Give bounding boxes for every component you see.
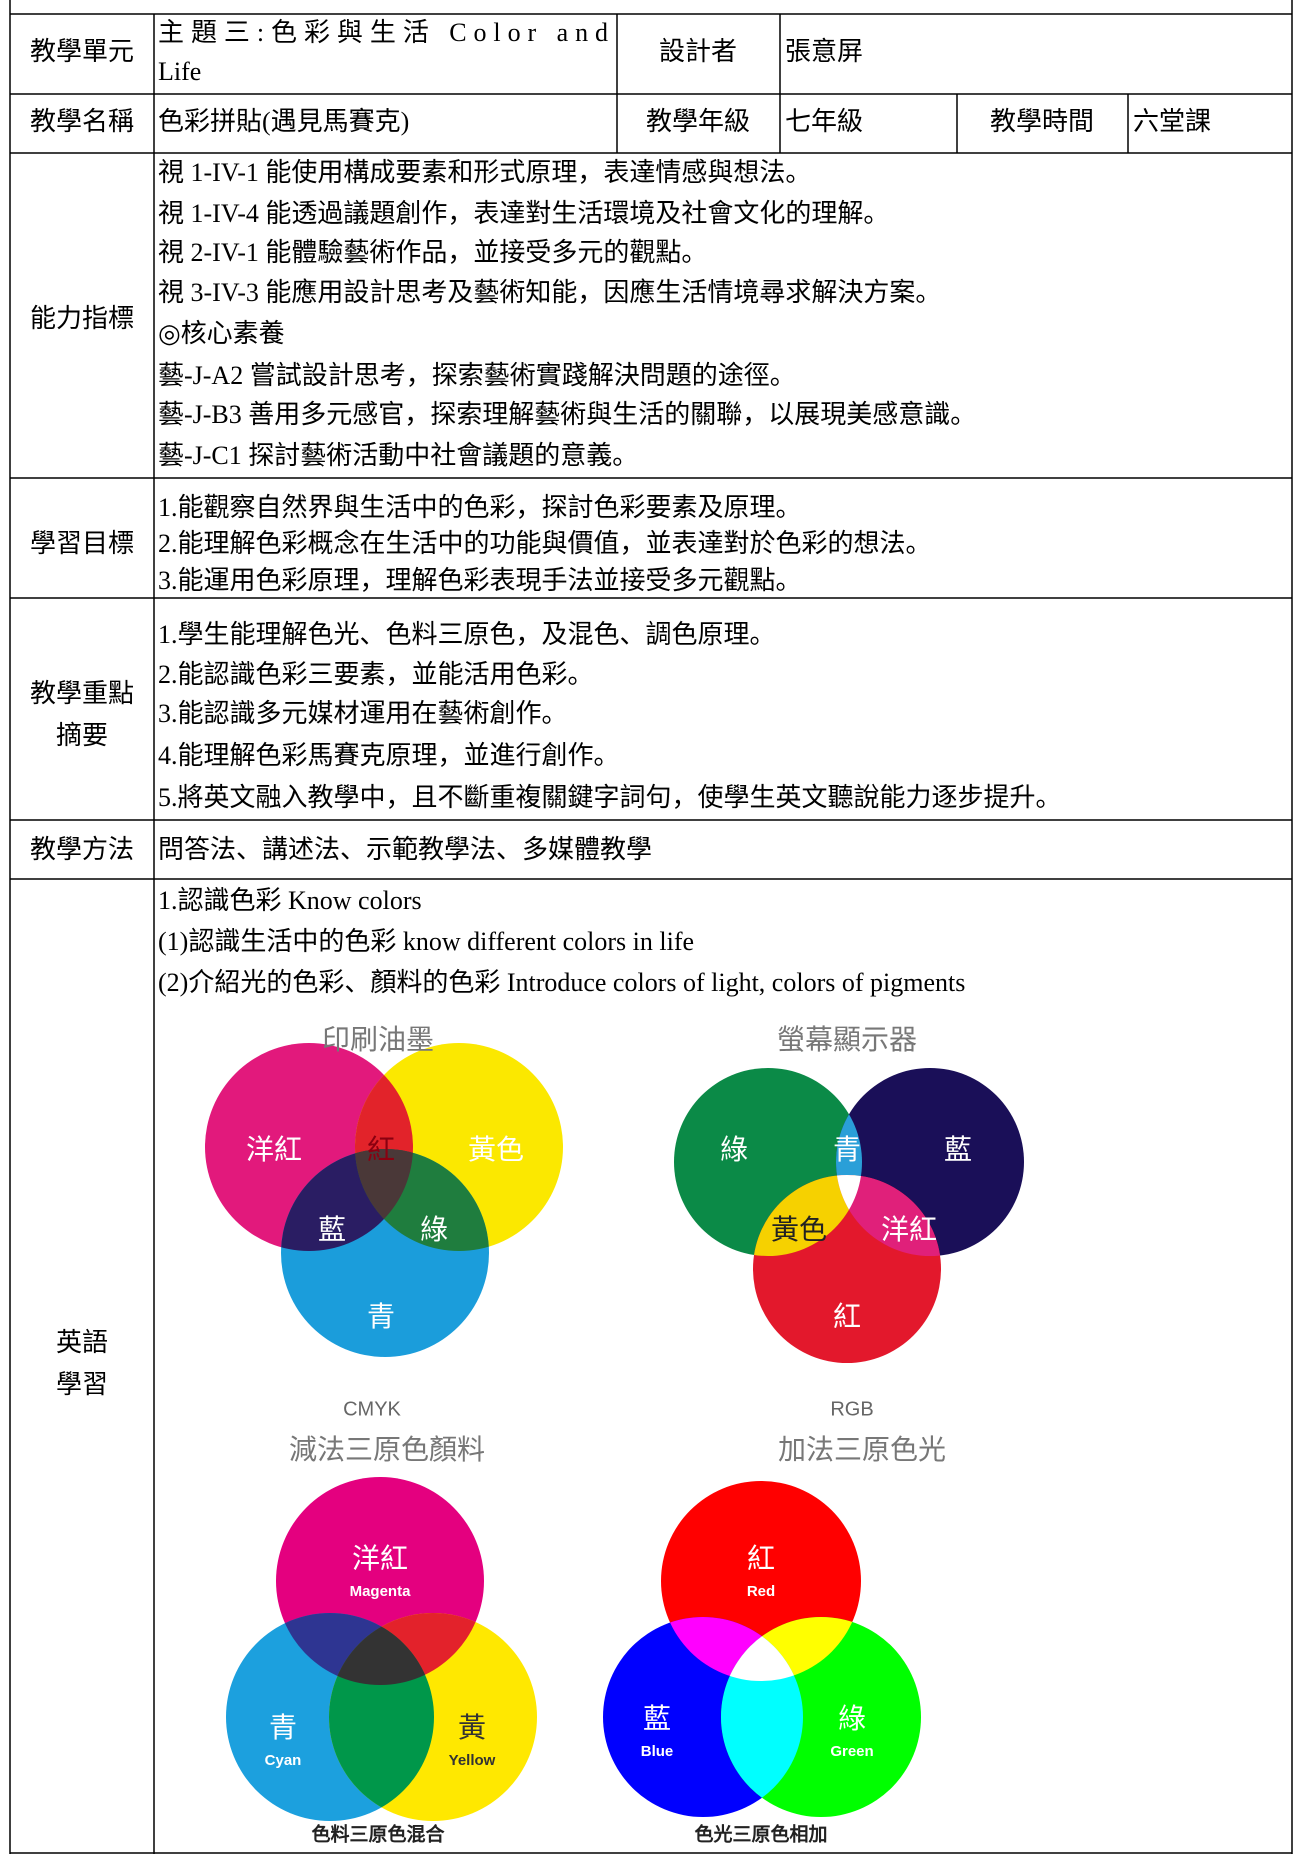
text-line: 藝-J-A2 嘗試設計思考，探索藝術實踐解決問題的途徑。 xyxy=(158,361,796,390)
overlap xyxy=(355,1149,489,1251)
cell-label: 教學名稱 xyxy=(30,107,134,136)
diagram-label: Red xyxy=(747,1583,775,1600)
diagram-label: 黃色 xyxy=(771,1213,827,1246)
cell-label: 英語 xyxy=(56,1328,108,1357)
color-diagrams: 印刷油墨 螢幕顯示器洋紅紅黃色藍 綠青綠青藍黃色 洋紅紅CMYK RGB減法三原色顏料加… xyxy=(205,1023,1024,1846)
diagram-label: Cyan xyxy=(265,1752,302,1769)
cell-label: 摘要 xyxy=(56,721,108,750)
diagram-caption: 加法三原色光 xyxy=(778,1433,946,1466)
table-rules xyxy=(9,0,1293,1854)
diagram-label: 綠 xyxy=(838,1702,866,1735)
diagram-label: 青 xyxy=(367,1300,395,1333)
overlap xyxy=(753,1175,862,1256)
text-line: 1.能觀察自然界與生活中的色彩，探討色彩要素及原理。 xyxy=(158,493,802,522)
diagram-label: Blue xyxy=(641,1743,674,1760)
diagram-label: Yellow xyxy=(449,1752,496,1769)
diagram-caption: 色料三原色混合 xyxy=(311,1823,445,1846)
diagram-label: Magenta xyxy=(350,1583,412,1600)
cell-label: 教學方法 xyxy=(30,835,134,864)
diagram-label: 藍 xyxy=(944,1133,972,1166)
cell-label: 能力指標 xyxy=(30,304,134,333)
text-line: 藝-J-C1 探討藝術活動中社會議題的意義。 xyxy=(158,441,638,470)
text-line: 視 2-IV-1 能體驗藝術作品，並接受多元的觀點。 xyxy=(158,238,707,267)
cell-value: 色彩拼貼(遇見馬賽克) xyxy=(158,107,409,136)
diagram-code: CMYK xyxy=(343,1398,401,1420)
diagram-label: 紅 xyxy=(747,1542,775,1575)
text-line: 4.能理解色彩馬賽克原理，並進行創作。 xyxy=(158,741,620,770)
diagram-title: 印刷油墨 xyxy=(322,1023,434,1056)
diagram-label: 黃色 xyxy=(468,1133,524,1166)
cell-value: 問答法、講述法、示範教學法、多媒體教學 xyxy=(158,835,652,864)
cell-label: 設計者 xyxy=(659,37,737,66)
overlap xyxy=(836,1175,941,1256)
cell-value: 六堂課 xyxy=(1133,107,1211,136)
diagram-label: 藍 xyxy=(643,1702,671,1735)
diagram-label: 洋紅 xyxy=(352,1542,408,1575)
text-line: 1.學生能理解色光、色料三原色，及混色、調色原理。 xyxy=(158,620,776,649)
diagram-title: 螢幕顯示器 xyxy=(777,1023,917,1056)
diagram-code: RGB xyxy=(830,1398,873,1420)
diagram-label: 紅 xyxy=(367,1133,395,1166)
diagram-label: 洋紅 xyxy=(246,1133,302,1166)
diagram-label: 綠 xyxy=(720,1133,748,1166)
overlap xyxy=(721,1617,803,1681)
diagram-label: 藍 xyxy=(318,1213,346,1246)
diagram-label: 黃 xyxy=(458,1711,486,1744)
text-line: 1.認識色彩 Know colors xyxy=(158,886,422,915)
text-line: 視 3-IV-3 能應用設計思考及藝術知能，因應生活情境尋求解決方案。 xyxy=(158,278,941,307)
text-line: 3.能認識多元媒材運用在藝術創作。 xyxy=(158,699,568,728)
diagram-label: Green xyxy=(830,1743,873,1760)
cell-value: 張意屏 xyxy=(785,37,863,66)
text-line: 5.將英文融入教學中，且不斷重複關鍵字詞句，使學生英文聽說能力逐步提升。 xyxy=(158,783,1062,812)
diagram-caption: 減法三原色顏料 xyxy=(289,1433,485,1466)
text-line: 視 1-IV-1 能使用構成要素和形式原理，表達情感與想法。 xyxy=(158,158,811,187)
diagram-label: 紅 xyxy=(833,1300,861,1333)
diagram-label: 洋紅 xyxy=(881,1213,937,1246)
cell-label: 學習 xyxy=(56,1370,108,1399)
text-line: (1)認識生活中的色彩 know different colors in lif… xyxy=(158,927,694,956)
diagram-label: 青 xyxy=(269,1711,297,1744)
overlap xyxy=(329,1613,434,1685)
text-line: 視 1-IV-4 能透過議題創作，表達對生活環境及社會文化的理解。 xyxy=(158,199,889,228)
diagram-label: 青 xyxy=(833,1133,861,1166)
text-line: (2)介紹光的色彩、顏料的色彩 Introduce colors of ligh… xyxy=(158,968,965,997)
diagram-label: 綠 xyxy=(420,1213,448,1246)
text-line: 3.能運用色彩原理，理解色彩表現手法並接受多元觀點。 xyxy=(158,566,802,595)
cell-value: 主題三:色彩與生活 Color and xyxy=(158,18,608,47)
overlap xyxy=(281,1149,413,1251)
cell-label: 教學重點 xyxy=(30,679,134,708)
cell-label: 教學年級 xyxy=(646,107,750,136)
diagram-caption: 色光三原色相加 xyxy=(694,1823,827,1846)
text-line: 2.能理解色彩概念在生活中的功能與價值，並表達對於色彩的想法。 xyxy=(158,529,932,558)
cell-label: 教學單元 xyxy=(30,37,134,66)
cell-value: 七年級 xyxy=(785,107,863,136)
text-line: 藝-J-B3 善用多元感官，探索理解藝術與生活的關聯，以展現美感意識。 xyxy=(158,400,976,429)
text-line: 2.能認識色彩三要素，並能活用色彩。 xyxy=(158,660,594,689)
cell-label: 教學時間 xyxy=(990,107,1094,136)
text-line: ◎核心素養 xyxy=(158,319,285,348)
cell-label: 學習目標 xyxy=(30,529,134,558)
cell-value: Life xyxy=(158,57,201,86)
